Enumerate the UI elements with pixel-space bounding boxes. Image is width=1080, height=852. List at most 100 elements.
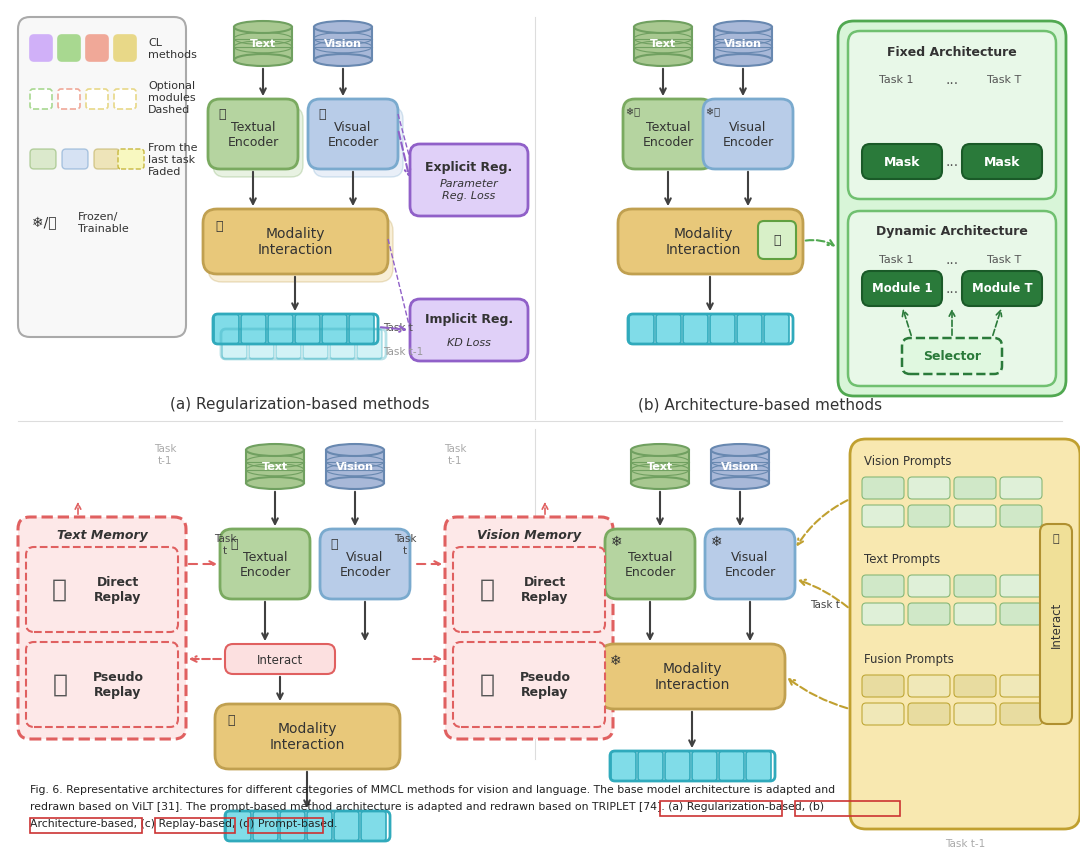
FancyBboxPatch shape [862,603,904,625]
Text: Interact: Interact [257,653,303,665]
Text: Pseudo
Replay: Pseudo Replay [519,671,570,698]
Bar [634,28,692,61]
FancyBboxPatch shape [453,547,605,632]
Bar [711,451,769,483]
FancyBboxPatch shape [848,212,1056,387]
Text: Task
t: Task t [394,533,416,556]
FancyBboxPatch shape [1000,477,1042,499]
FancyBboxPatch shape [94,150,120,170]
Ellipse shape [634,22,692,34]
Text: Text: Text [249,39,276,49]
Ellipse shape [246,477,303,489]
Text: ❄️: ❄️ [611,534,623,549]
FancyBboxPatch shape [86,90,108,110]
Text: Optional
modules
Dashed: Optional modules Dashed [148,81,195,114]
FancyBboxPatch shape [1000,703,1042,725]
Text: Task t-1: Task t-1 [383,347,423,357]
Text: KD Loss: KD Loss [447,337,491,348]
FancyBboxPatch shape [954,477,996,499]
FancyBboxPatch shape [638,751,663,781]
FancyBboxPatch shape [1000,505,1042,527]
FancyBboxPatch shape [62,150,87,170]
FancyBboxPatch shape [600,644,785,709]
FancyBboxPatch shape [611,751,636,781]
Ellipse shape [711,477,769,489]
FancyBboxPatch shape [902,338,1002,375]
Bar [30,818,141,833]
FancyBboxPatch shape [322,314,347,344]
FancyBboxPatch shape [203,210,388,274]
Text: 🔥: 🔥 [215,219,222,233]
FancyBboxPatch shape [214,314,239,344]
Ellipse shape [711,445,769,457]
FancyBboxPatch shape [453,642,605,727]
FancyBboxPatch shape [114,36,136,62]
Text: Task 1: Task 1 [879,255,914,265]
FancyBboxPatch shape [307,811,332,841]
Bar [660,801,782,816]
FancyBboxPatch shape [737,314,762,344]
Bar [631,451,689,483]
FancyBboxPatch shape [330,330,355,360]
FancyBboxPatch shape [276,330,301,360]
FancyBboxPatch shape [320,529,410,599]
Text: Explicit Reg.: Explicit Reg. [426,160,513,173]
FancyBboxPatch shape [253,811,278,841]
FancyBboxPatch shape [954,603,996,625]
Text: Visual
Encoder: Visual Encoder [725,550,775,579]
Text: Task
t: Task t [214,533,237,556]
Text: Mask: Mask [984,155,1021,169]
Text: ❄️/🔥: ❄️/🔥 [32,216,56,230]
Text: Vision: Vision [336,462,374,471]
FancyBboxPatch shape [349,314,374,344]
FancyBboxPatch shape [18,517,186,740]
Text: Textual
Encoder: Textual Encoder [624,550,676,579]
Text: Task 1: Task 1 [879,75,914,85]
Ellipse shape [314,55,372,67]
FancyBboxPatch shape [303,330,328,360]
FancyBboxPatch shape [850,440,1080,829]
Text: 🔥: 🔥 [218,107,226,120]
FancyBboxPatch shape [758,222,796,260]
Bar [326,451,384,483]
FancyBboxPatch shape [313,108,403,178]
FancyBboxPatch shape [26,547,178,632]
Text: Fusion Prompts: Fusion Prompts [864,653,954,665]
FancyBboxPatch shape [692,751,717,781]
Text: (a) Regularization-based methods: (a) Regularization-based methods [171,397,430,412]
FancyBboxPatch shape [703,100,793,170]
Text: Visual
Encoder: Visual Encoder [339,550,391,579]
FancyBboxPatch shape [118,150,144,170]
FancyBboxPatch shape [225,644,335,674]
FancyBboxPatch shape [445,517,613,740]
Text: Textual
Encoder: Textual Encoder [228,121,279,149]
FancyBboxPatch shape [908,703,950,725]
Text: Direct
Replay: Direct Replay [94,575,141,603]
FancyBboxPatch shape [710,314,735,344]
Text: Dynamic Architecture: Dynamic Architecture [876,225,1028,239]
Text: Task T: Task T [987,75,1021,85]
FancyBboxPatch shape [222,330,247,360]
Text: Fixed Architecture: Fixed Architecture [887,45,1017,59]
Ellipse shape [714,55,772,67]
FancyBboxPatch shape [605,529,696,599]
Text: ...: ... [945,155,959,169]
FancyBboxPatch shape [862,505,904,527]
Text: Text: Text [262,462,288,471]
Text: Textual
Encoder: Textual Encoder [240,550,291,579]
Bar [314,28,372,61]
Text: Text Prompts: Text Prompts [864,553,941,566]
Text: Mask: Mask [883,155,920,169]
FancyBboxPatch shape [86,36,108,62]
FancyBboxPatch shape [848,32,1056,199]
FancyBboxPatch shape [1000,675,1042,697]
Bar [248,818,323,833]
FancyBboxPatch shape [208,100,298,170]
Ellipse shape [326,445,384,457]
Text: Task t: Task t [383,323,413,332]
FancyBboxPatch shape [280,811,305,841]
Text: Direct
Replay: Direct Replay [522,575,569,603]
Text: Text: Text [650,39,676,49]
FancyBboxPatch shape [705,529,795,599]
FancyBboxPatch shape [357,330,382,360]
